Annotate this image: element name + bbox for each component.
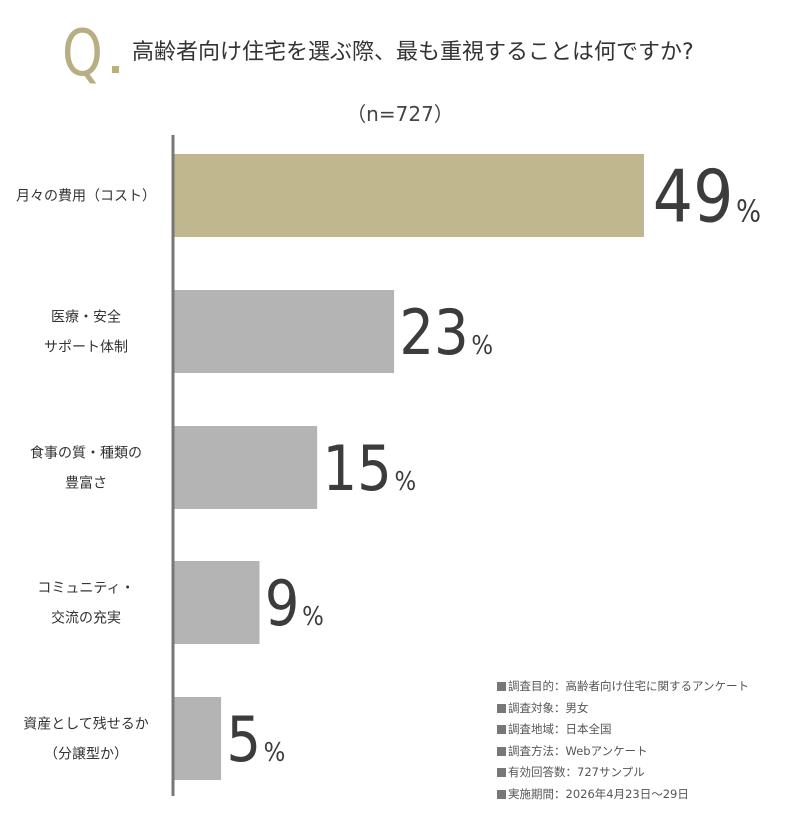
bar-2	[173, 426, 318, 509]
note-text: 調査地域：日本全国	[508, 722, 612, 737]
value-number: 9	[265, 567, 300, 639]
chart-title: 高齢者向け住宅を選ぶ際、最も重視することは何ですか?	[132, 40, 694, 65]
value-suffix: %	[471, 329, 493, 360]
value-label-3: 9%	[265, 567, 324, 639]
square-bullet-icon	[497, 789, 506, 799]
category-label-0: 月々の費用（コスト）	[16, 189, 156, 205]
value-number: 23	[399, 296, 468, 368]
category-line: 交流の充実	[51, 610, 121, 627]
note-row: 実施期間：2026年4月23日～29日	[497, 784, 749, 806]
square-bullet-icon	[497, 746, 506, 756]
value-number: 5	[226, 703, 261, 775]
value-suffix: %	[264, 736, 286, 767]
note-text: 調査対象：男女	[508, 700, 589, 715]
category-label-2: 食事の質・種類の豊富さ	[30, 445, 142, 492]
category-label-4: 資産として残せるか （分譲型か）	[23, 717, 149, 763]
question-mark: Q	[62, 17, 103, 91]
value-label-1: 23%	[399, 296, 493, 368]
category-label-3: コミュニティ・交流の充実	[37, 581, 134, 627]
category-line: サポート体制	[44, 340, 128, 356]
category-line: 月々の費用（コスト）	[16, 189, 156, 205]
value-label-2: 15%	[322, 432, 416, 504]
bar-0	[173, 154, 644, 237]
sample-size: （n=727）	[346, 102, 454, 126]
value-suffix: %	[736, 194, 761, 229]
note-text: 実施期間：2026年4月23日～29日	[508, 786, 689, 801]
value-suffix: %	[395, 465, 417, 496]
category-line: 食事の質・種類の	[30, 445, 142, 462]
value-number: 15	[322, 432, 391, 504]
note-text: 調査目的：高齢者向け住宅に関するアンケート	[508, 679, 750, 693]
note-text: 調査方法：Webアンケート	[508, 743, 648, 758]
value-suffix: %	[302, 600, 324, 631]
category-line: 資産として残せるか	[23, 717, 149, 733]
note-row: 調査目的：高齢者向け住宅に関するアンケート	[497, 676, 749, 698]
note-row: 調査地域：日本全国	[497, 719, 749, 741]
square-bullet-icon	[497, 768, 506, 778]
square-bullet-icon	[497, 725, 506, 735]
category-line: （分譲型か）	[44, 747, 128, 763]
value-label-4: 5%	[226, 703, 285, 775]
note-row: 調査対象：男女	[497, 698, 749, 720]
bar-4	[173, 697, 222, 780]
bar-1	[173, 290, 395, 373]
square-bullet-icon	[497, 703, 506, 713]
category-line: 豊富さ	[65, 475, 107, 492]
square-bullet-icon	[497, 682, 506, 691]
value-label-0: 49%	[653, 155, 761, 239]
note-row: 有効回答数：727サンプル	[497, 762, 749, 784]
note-text: 有効回答数：727サンプル	[508, 765, 645, 780]
category-label-1: 医療・安全サポート体制	[44, 309, 128, 356]
note-row: 調査方法：Webアンケート	[497, 741, 749, 763]
value-number: 49	[653, 155, 734, 239]
category-line: 医療・安全	[51, 309, 121, 326]
category-line: コミュニティ・	[37, 581, 134, 597]
bar-3	[173, 561, 260, 644]
question-mark-dot	[112, 66, 119, 73]
survey-notes: 調査目的：高齢者向け住宅に関するアンケート 調査対象：男女調査地域：日本全国調査方…	[497, 676, 749, 806]
